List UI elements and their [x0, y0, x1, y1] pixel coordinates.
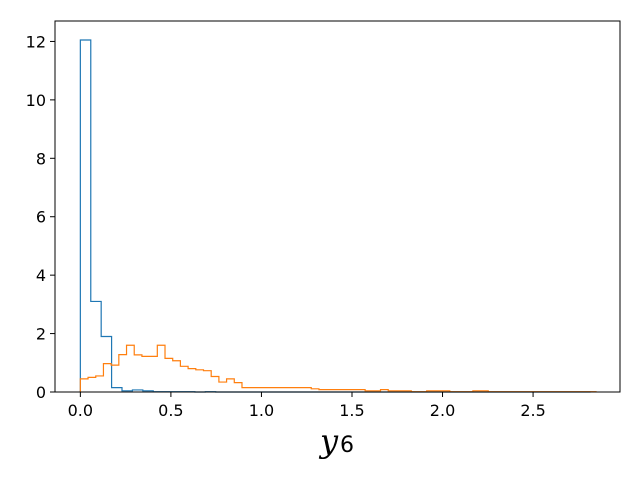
- x-axis-label-base: y: [318, 422, 339, 460]
- axes-frame: [54, 20, 621, 393]
- x-tick-label: 0.0: [68, 401, 93, 420]
- y-tick-label: 6: [36, 208, 46, 227]
- y-tick-label: 0: [36, 383, 46, 402]
- x-tick-label: 0.5: [158, 401, 183, 420]
- histogram-series-1: [79, 39, 591, 393]
- y-axis-ticks: 0 2 4 6 8 10 12: [26, 32, 55, 402]
- x-axis-label-subscript: 6: [340, 433, 354, 458]
- x-tick-label: 2.0: [430, 401, 455, 420]
- x-tick-label: 1.0: [249, 401, 274, 420]
- y-tick-label: 8: [36, 149, 46, 168]
- x-tick-label: 1.5: [339, 401, 364, 420]
- x-axis-label: y6: [318, 422, 354, 460]
- y-tick-label: 12: [26, 32, 46, 51]
- x-axis-ticks: 0.0 0.5 1.0 1.5 2.0 2.5: [68, 392, 546, 420]
- plot-area: [79, 39, 597, 393]
- x-tick-label: 2.5: [520, 401, 545, 420]
- histogram-series-2: [79, 344, 597, 393]
- y-tick-label: 4: [36, 266, 46, 285]
- y-tick-label: 2: [36, 325, 46, 344]
- y-tick-label: 10: [26, 91, 46, 110]
